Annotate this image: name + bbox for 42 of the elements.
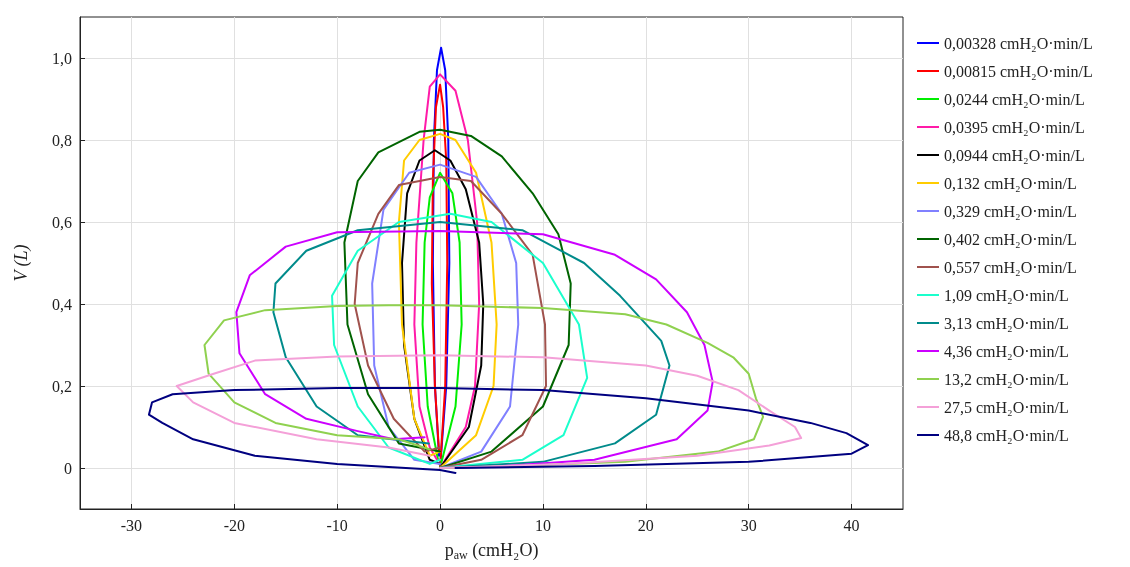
- legend-label: 27,5 cmH₂O·min/L: [944, 398, 1069, 416]
- line-series: [421, 171, 463, 469]
- legend-label: 0,557 cmH₂O·min/L: [944, 258, 1077, 276]
- line-series: [175, 354, 803, 469]
- x-tick-label: -20: [223, 516, 245, 534]
- y-tick-label: 0: [64, 459, 72, 477]
- legend-label: 48,8 cmH₂O·min/L: [944, 426, 1069, 444]
- legend-label: 0,329 cmH₂O·min/L: [944, 202, 1077, 220]
- legend-label: 0,132 cmH₂O·min/L: [944, 174, 1077, 192]
- legend-label: 3,13 cmH₂O·min/L: [944, 314, 1069, 332]
- y-tick-label: 0,8: [52, 131, 72, 149]
- x-tick-label: 20: [637, 516, 654, 534]
- legend-label: 13,2 cmH₂O·min/L: [944, 370, 1069, 388]
- y-tick-label: 0,6: [52, 213, 72, 231]
- line-series: [371, 163, 520, 469]
- x-tick-label: -10: [326, 516, 348, 534]
- line-series: [353, 175, 548, 469]
- y-axis-title: V (L): [11, 244, 32, 282]
- line-series: [147, 387, 870, 474]
- x-tick-label: -30: [120, 516, 143, 534]
- line-series: [331, 212, 589, 469]
- legend-label: 0,0395 cmH₂O·min/L: [944, 118, 1085, 136]
- y-tick-label: 1,0: [52, 49, 72, 67]
- line-series: [343, 128, 572, 469]
- line-series: [413, 73, 481, 469]
- x-tick-label: 40: [843, 516, 860, 534]
- line-series: [430, 83, 449, 469]
- y-tick-label: 0,4: [52, 295, 72, 313]
- legend-label: 0,0244 cmH₂O·min/L: [944, 90, 1085, 108]
- legend-label: 4,36 cmH₂O·min/L: [944, 342, 1069, 360]
- legend-label: 1,09 cmH₂O·min/L: [944, 286, 1069, 304]
- line-series: [397, 132, 498, 469]
- legend-label: 0,00328 cmH₂O·min/L: [944, 34, 1093, 52]
- y-tick-label: 0,2: [52, 377, 72, 395]
- line-series: [203, 304, 765, 469]
- line-series: [272, 221, 671, 469]
- legend-label: 0,00815 cmH₂O·min/L: [944, 62, 1093, 80]
- legend-label: 0,402 cmH₂O·min/L: [944, 230, 1077, 248]
- x-tick-label: 30: [740, 516, 757, 534]
- x-tick-label: 0: [436, 516, 445, 534]
- x-tick-label: 10: [534, 516, 551, 534]
- legend-label: 0,0944 cmH₂O·min/L: [944, 146, 1085, 164]
